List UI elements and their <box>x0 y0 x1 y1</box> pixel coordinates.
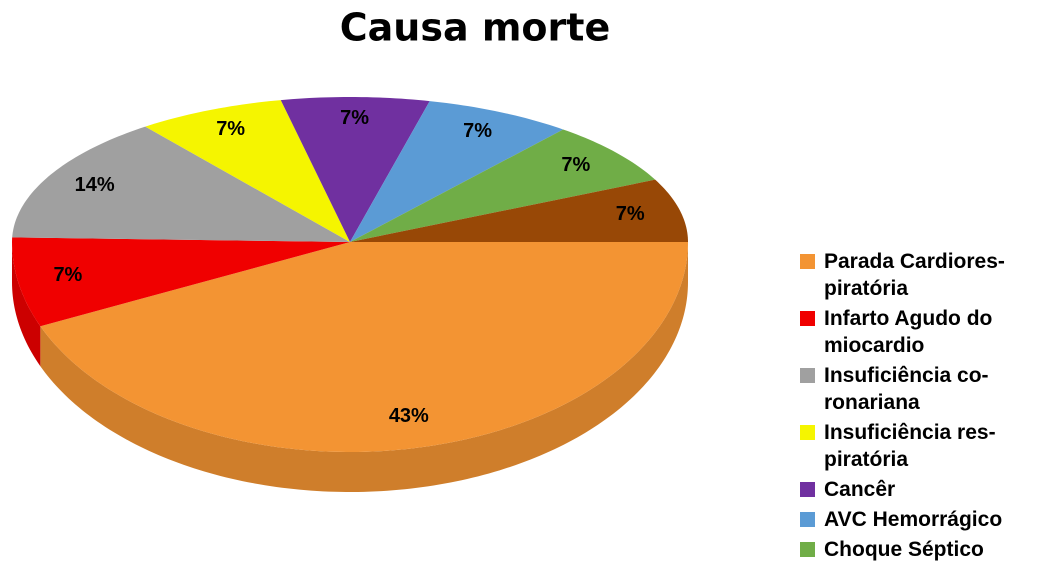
legend-swatch <box>800 482 815 497</box>
legend-swatch <box>800 311 815 326</box>
slice <box>145 100 350 243</box>
legend-label: Choque Séptico <box>824 538 984 561</box>
slice-side <box>40 242 688 492</box>
legend-label: Insuficiência res-piratória <box>824 421 996 471</box>
pie-tops <box>12 97 688 452</box>
slice <box>12 237 350 327</box>
legend-item: Cancêr <box>800 476 1045 503</box>
legend-item: Insuficiência co-ronariana <box>800 362 1045 416</box>
slice <box>12 126 351 242</box>
slice <box>280 97 430 242</box>
legend-label: Infarto Agudo do miocardio <box>824 307 993 357</box>
legend-label: AVC Hemorrágico <box>824 508 1003 531</box>
legend-label: Insuficiência co-ronariana <box>824 364 989 414</box>
data-label: 7% <box>216 118 245 140</box>
legend-swatch <box>800 542 815 557</box>
legend-item: Insuficiência res-piratória <box>800 419 1045 473</box>
legend-item: Choque Séptico <box>800 536 1045 563</box>
data-label: 7% <box>561 154 590 176</box>
legend-item: Infarto Agudo do miocardio <box>800 305 1045 359</box>
legend-label: Cancêr <box>824 478 896 501</box>
chart-title: Causa morte <box>340 6 610 50</box>
legend-label: Parada Cardiores-piratória <box>824 250 1005 300</box>
pie-sides <box>12 242 688 492</box>
legend-swatch <box>800 512 815 527</box>
data-label: 7% <box>53 264 82 286</box>
legend: Parada Cardiores-piratória Infarto Agudo … <box>800 248 1045 566</box>
slice <box>350 129 656 242</box>
slice-side <box>12 242 41 367</box>
legend-item: Parada Cardiores-piratória <box>800 248 1045 302</box>
legend-swatch <box>800 425 815 440</box>
slice <box>350 179 688 242</box>
legend-swatch <box>800 254 815 269</box>
legend-swatch <box>800 368 815 383</box>
slice <box>350 101 564 242</box>
data-label: 7% <box>616 203 645 225</box>
data-label: 7% <box>463 120 492 142</box>
slice <box>40 242 688 452</box>
data-label: 14% <box>75 174 115 196</box>
data-label: 43% <box>389 405 429 427</box>
legend-item: AVC Hemorrágico <box>800 506 1045 533</box>
data-label: 7% <box>340 107 369 129</box>
